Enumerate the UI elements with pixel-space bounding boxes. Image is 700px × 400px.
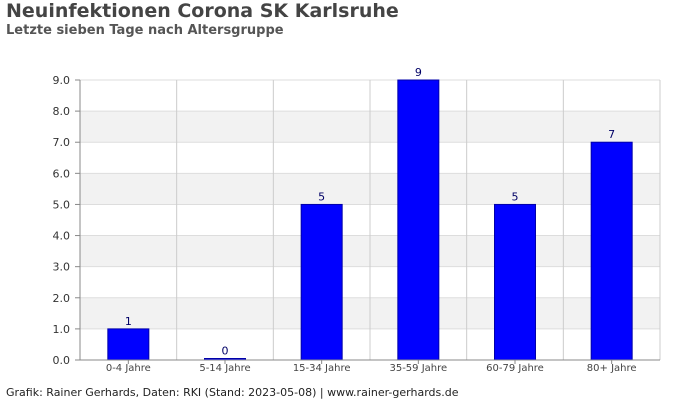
bar-0-4-jahre (107, 328, 150, 361)
x-tick-label: 60-79 Jahre (486, 363, 544, 374)
y-tick-label: 8.0 (53, 105, 71, 118)
chart-subtitle: Letzte sieben Tage nach Altersgruppe (6, 23, 284, 38)
bar-15-34-jahre (300, 203, 343, 361)
bar-value-label: 1 (125, 315, 132, 328)
bar-value-label: 5 (318, 190, 325, 203)
bars: 1 0 5 9 5 7 (107, 66, 633, 361)
x-tick-label: 15-34 Jahre (293, 363, 351, 374)
x-tick-label: 0-4 Jahre (106, 363, 151, 374)
x-tick-label: 5-14 Jahre (199, 363, 250, 374)
source-credit: Grafik: Rainer Gerhards, Daten: RKI (Sta… (6, 386, 459, 399)
bar-value-label: 7 (608, 128, 615, 141)
bar-80-jahre (590, 141, 633, 361)
bar-60-79-jahre (494, 203, 536, 361)
y-tick-label: 1.0 (53, 323, 71, 336)
y-axis-ticks: 0.0 1.0 2.0 3.0 4.0 5.0 6.0 7.0 8.0 9.0 (53, 74, 80, 367)
bar-35-59-jahre (397, 79, 440, 361)
axes (79, 80, 660, 361)
grid-lines (80, 79, 661, 361)
bar-value-label: 9 (415, 66, 422, 79)
x-tick-label: 80+ Jahre (587, 363, 637, 374)
y-tick-label: 0.0 (53, 354, 71, 367)
x-tick-label: 35-59 Jahre (389, 363, 447, 374)
y-tick-label: 2.0 (53, 292, 71, 305)
y-tick-label: 5.0 (53, 198, 71, 211)
x-axis-ticks: 0-4 Jahre 5-14 Jahre 15-34 Jahre 35-59 Jahr… (106, 360, 637, 374)
y-tick-label: 7.0 (53, 136, 71, 149)
bar-value-label: 5 (512, 190, 519, 203)
y-tick-label: 9.0 (53, 74, 71, 87)
chart-title: Neuinfektionen Corona SK Karlsruhe (6, 0, 399, 22)
y-tick-label: 4.0 (53, 230, 71, 243)
y-tick-label: 6.0 (53, 167, 71, 180)
y-tick-label: 3.0 (53, 261, 71, 274)
bar-value-label: 0 (222, 345, 229, 358)
